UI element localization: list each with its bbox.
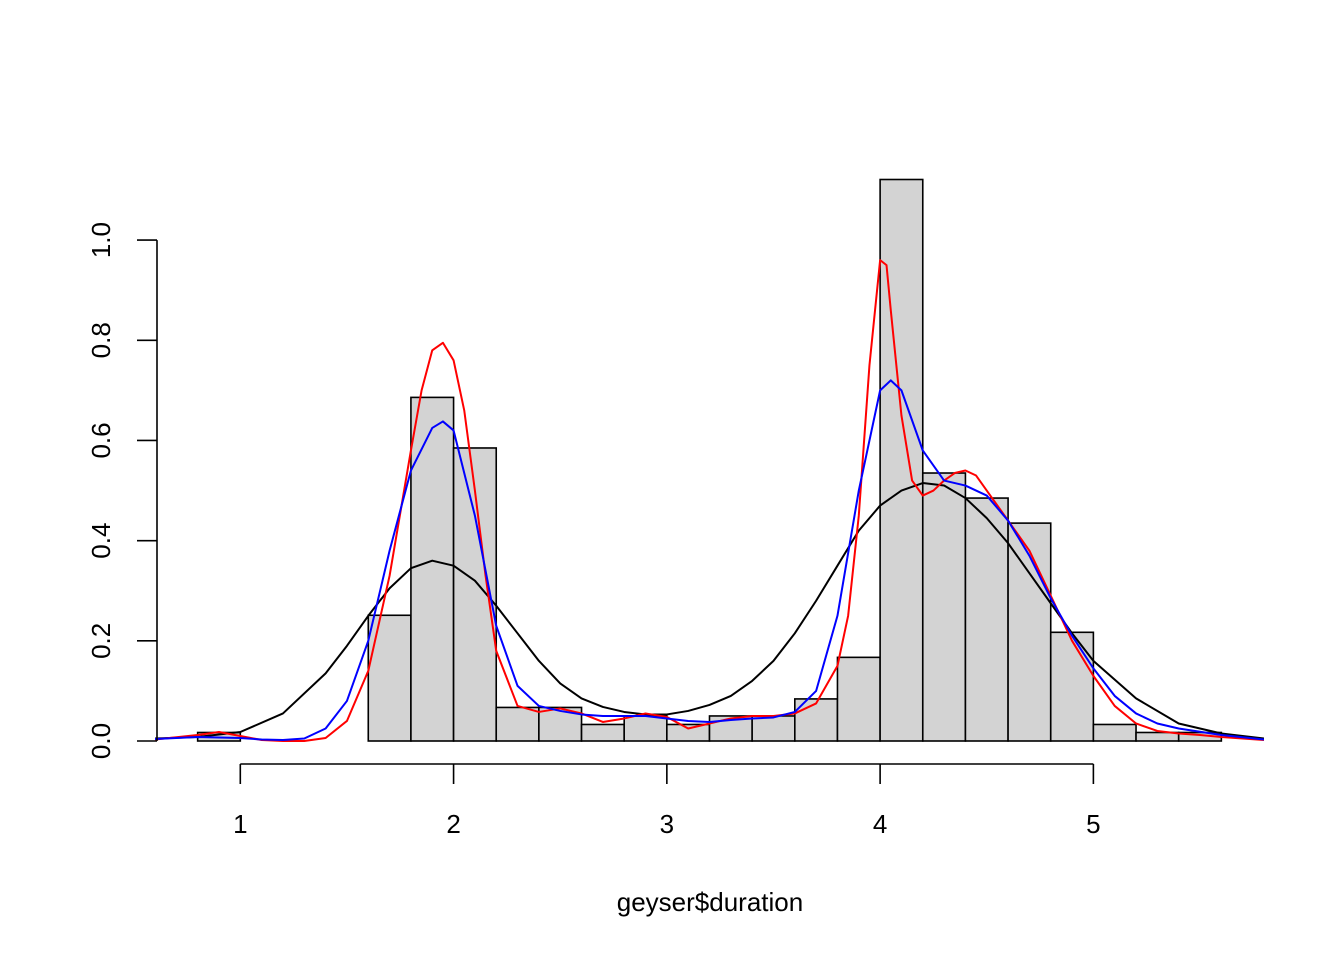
histogram-bar-5 xyxy=(410,396,455,742)
histogram-bar-9 xyxy=(580,723,625,742)
histogram-bar-13 xyxy=(751,715,796,742)
histogram-bar-15 xyxy=(836,656,881,742)
y-tick-label-5: 1.0 xyxy=(86,222,116,258)
x-tick-label-4: 5 xyxy=(1086,809,1100,839)
density-curve-1 xyxy=(155,259,1264,742)
histogram-bars xyxy=(196,178,1223,742)
x-tick-label-1: 2 xyxy=(446,809,460,839)
x-axis-title: geyser$duration xyxy=(617,887,803,917)
density-curve-0 xyxy=(155,482,1264,740)
histogram-bar-18 xyxy=(964,497,1009,742)
y-tick-label-3: 0.6 xyxy=(86,422,116,458)
histogram-bar-10 xyxy=(623,715,668,742)
y-tick-label-2: 0.4 xyxy=(86,523,116,559)
density-curve-2 xyxy=(155,379,1264,741)
histogram-bar-11 xyxy=(666,723,711,742)
histogram-bar-21 xyxy=(1092,723,1137,742)
y-tick-label-0: 0.0 xyxy=(86,723,116,759)
histogram-bar-17 xyxy=(921,472,967,742)
x-tick-label-3: 4 xyxy=(873,809,887,839)
histogram-bar-22 xyxy=(1135,731,1180,742)
density-curves xyxy=(155,259,1264,742)
y-axis: 0.0 0.2 0.4 0.6 0.8 1.0 xyxy=(86,222,158,759)
y-tick-label-4: 0.8 xyxy=(86,322,116,358)
y-tick-label-1: 0.2 xyxy=(86,623,116,659)
histogram-bar-4 xyxy=(367,614,412,742)
histogram-bar-16 xyxy=(879,178,924,742)
histogram-bar-7 xyxy=(495,706,540,742)
histogram-bar-19 xyxy=(1007,522,1052,742)
x-axis: 1 2 3 4 5 xyxy=(233,763,1101,839)
x-tick-label-2: 3 xyxy=(660,809,674,839)
histogram-bar-20 xyxy=(1049,631,1095,742)
x-tick-label-0: 1 xyxy=(233,809,247,839)
